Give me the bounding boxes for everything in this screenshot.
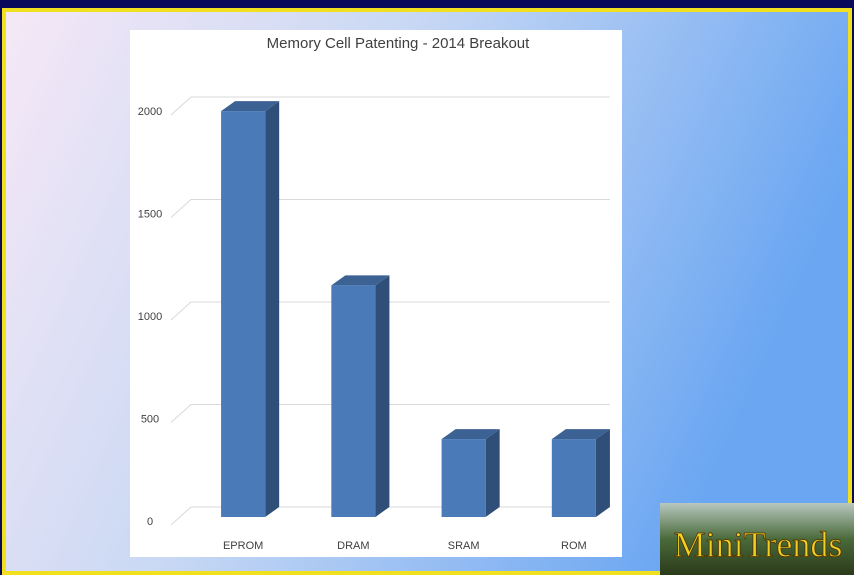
grid-line xyxy=(170,301,610,321)
bar-top xyxy=(331,275,390,286)
grid-line xyxy=(170,96,610,116)
bar-side xyxy=(485,429,500,517)
chart-title: Memory Cell Patenting - 2014 Breakout xyxy=(267,35,530,52)
bar xyxy=(441,439,486,517)
y-tick-label: 0 xyxy=(147,516,153,528)
logo-text: MiniTrends xyxy=(674,524,843,564)
x-tick-label: ROM xyxy=(561,540,587,552)
x-tick-label: SRAM xyxy=(448,540,480,552)
bar xyxy=(221,111,266,517)
plot: 0 500 1000 1500 2000 EPROM DRAM SRAM ROM xyxy=(138,96,610,552)
bar-side xyxy=(375,275,390,517)
y-tick-label: 500 xyxy=(141,413,159,425)
y-tick-label: 1000 xyxy=(138,311,162,323)
bar-top xyxy=(441,429,500,440)
bar-side xyxy=(595,429,610,517)
grid-line xyxy=(170,199,610,218)
bar-top xyxy=(551,429,610,440)
y-tick-label: 1500 xyxy=(138,208,162,220)
bar-top xyxy=(221,101,280,112)
logo-image xyxy=(660,503,854,575)
y-tick-label: 2000 xyxy=(138,106,162,118)
bar-side xyxy=(265,101,280,517)
grid-line xyxy=(170,404,610,423)
x-tick-label: DRAM xyxy=(337,540,369,552)
x-tick-label: EPROM xyxy=(223,540,263,552)
bar xyxy=(331,285,376,517)
bar xyxy=(551,439,596,517)
